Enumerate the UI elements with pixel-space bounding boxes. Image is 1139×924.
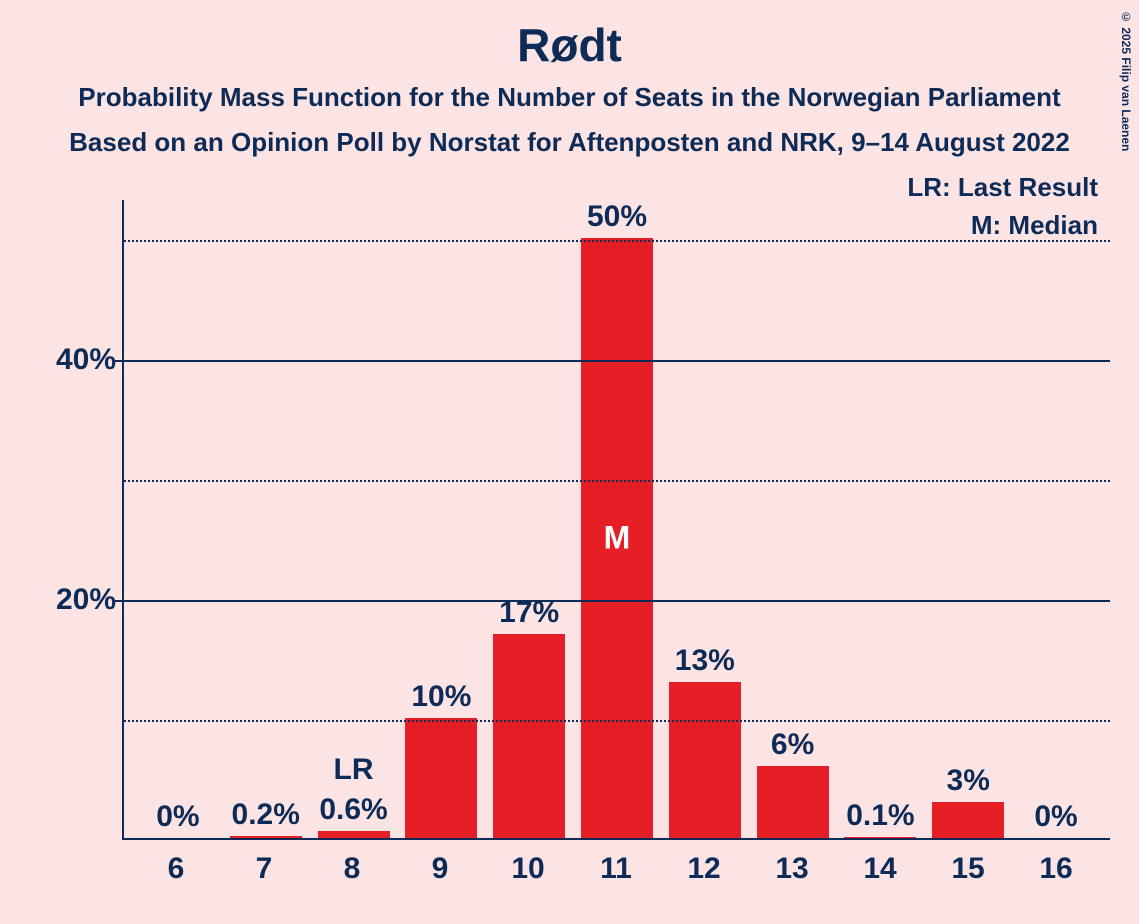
bar: 3% [932, 802, 1004, 838]
bar-value-label: 0% [1034, 800, 1077, 834]
bar-slot: 0% [1012, 200, 1100, 838]
bar-slot: 10% [397, 200, 485, 838]
x-tick-label: 9 [396, 842, 484, 886]
bar-slot: 13% [661, 200, 749, 838]
bar-value-label: 3% [947, 764, 990, 798]
plot-area: LR: Last Result M: Median 0%0.2%LR0.6%10… [122, 200, 1110, 840]
bar-slot: 50% M [573, 200, 661, 838]
x-tick-label: 8 [308, 842, 396, 886]
copyright-text: © 2025 Filip van Laenen [1119, 10, 1133, 151]
x-tick-label: 14 [836, 842, 924, 886]
bar-slot: 0% [134, 200, 222, 838]
bar: 17% [493, 634, 565, 838]
median-marker: M [604, 520, 631, 557]
x-tick-label: 7 [220, 842, 308, 886]
bar: 50%M [581, 238, 653, 838]
bar-value-label: 50% [587, 200, 647, 234]
bar-value-label: 10% [411, 680, 471, 714]
bar: 10% [405, 718, 477, 838]
bar-slot: 6% [749, 200, 837, 838]
x-axis: 678910111213141516 [122, 842, 1110, 886]
bars-container: 0%0.2%LR0.6%10%17%50%M13%6%0.1%3%0% [124, 200, 1110, 838]
x-tick-label: 6 [132, 842, 220, 886]
lr-marker: LR [334, 753, 374, 787]
y-tick-mark [114, 600, 124, 602]
bar-value-label: 0.6% [319, 793, 387, 827]
x-tick-label: 15 [924, 842, 1012, 886]
bar-slot: 3% [924, 200, 1012, 838]
x-tick-label: 11 [572, 842, 660, 886]
bar-value-label: 0.1% [846, 799, 914, 833]
gridline-minor [124, 720, 1110, 722]
bar-value-label: 0.2% [232, 798, 300, 832]
x-tick-label: 12 [660, 842, 748, 886]
legend-lr: LR: Last Result [907, 172, 1098, 203]
bar-slot: 0.1% [837, 200, 925, 838]
gridline-minor [124, 480, 1110, 482]
bar-value-label: 13% [675, 644, 735, 678]
y-tick-label: 40% [56, 343, 116, 377]
chart-subtitle-1: Probability Mass Function for the Number… [0, 82, 1139, 113]
bar: 0.1% [844, 837, 916, 838]
chart-title: Rødt [0, 0, 1139, 72]
bar: 0.6% [318, 831, 390, 838]
bar-slot: LR 0.6% [310, 200, 398, 838]
bar: 13% [669, 682, 741, 838]
bar-value-label: 0% [156, 800, 199, 834]
bar-slot: 0.2% [222, 200, 310, 838]
x-tick-label: 10 [484, 842, 572, 886]
x-tick-label: 16 [1012, 842, 1100, 886]
chart-subtitle-2: Based on an Opinion Poll by Norstat for … [0, 127, 1139, 158]
bar-slot: 17% [485, 200, 573, 838]
bar: 0.2% [230, 836, 302, 838]
x-tick-label: 13 [748, 842, 836, 886]
y-tick-label: 20% [56, 583, 116, 617]
y-tick-mark [114, 360, 124, 362]
gridline-major [124, 600, 1110, 602]
gridline-major [124, 360, 1110, 362]
gridline-minor [124, 240, 1110, 242]
bar-value-label: 6% [771, 728, 814, 762]
bar: 6% [757, 766, 829, 838]
chart-area: 20%40% LR: Last Result M: Median 0%0.2%L… [40, 200, 1110, 880]
y-axis: 20% 40% [40, 200, 122, 840]
